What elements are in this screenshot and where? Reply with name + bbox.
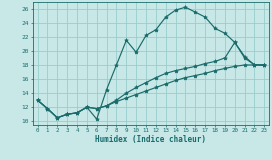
X-axis label: Humidex (Indice chaleur): Humidex (Indice chaleur): [95, 135, 206, 144]
